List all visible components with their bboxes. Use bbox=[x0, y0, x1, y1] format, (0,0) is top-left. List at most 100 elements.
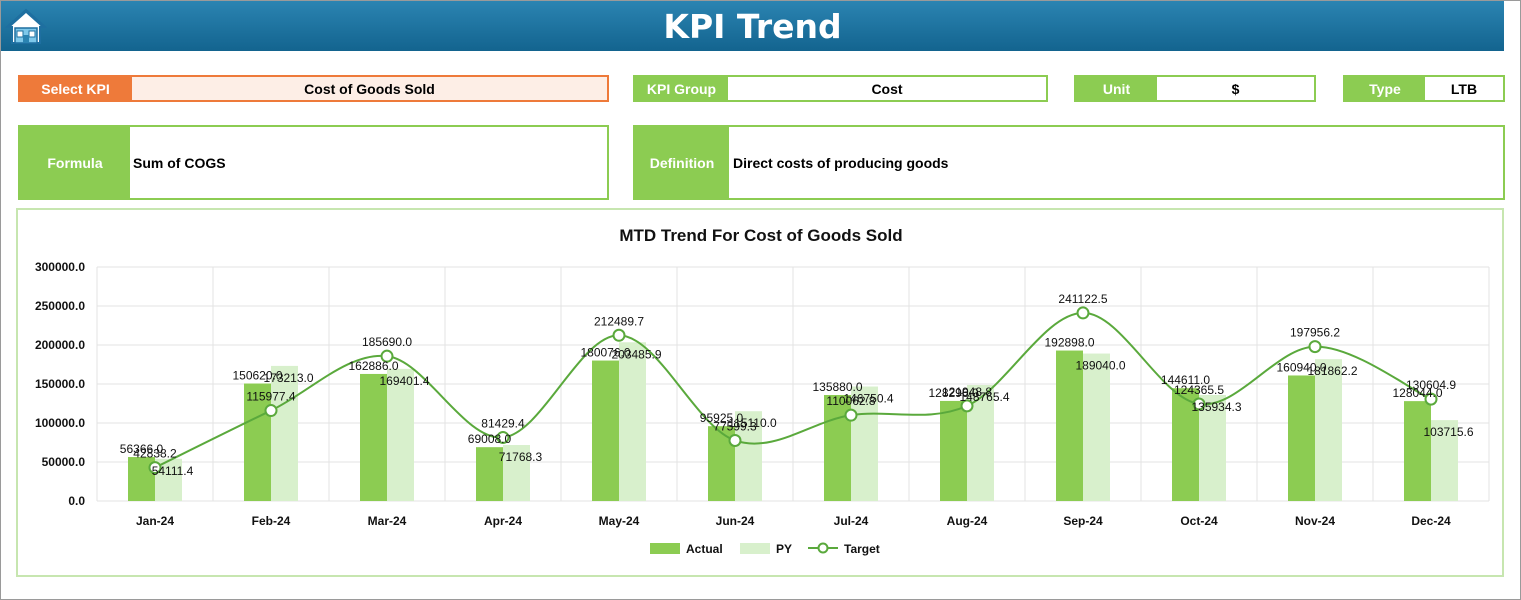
header-bar: KPI Trend bbox=[1, 1, 1504, 51]
actual-data-label: 162886.0 bbox=[348, 359, 398, 373]
x-tick-label: Nov-24 bbox=[1295, 514, 1335, 528]
mtd-trend-chart: MTD Trend For Cost of Goods Sold 0.0 50000… bbox=[35, 226, 1490, 556]
actual-data-label: 95925.0 bbox=[700, 411, 744, 425]
actual-data-label: 144611.0 bbox=[1161, 373, 1210, 387]
bar-py bbox=[387, 368, 414, 501]
actual-data-label: 56366.0 bbox=[120, 442, 164, 456]
legend-actual-swatch bbox=[650, 543, 680, 554]
chart-title: MTD Trend For Cost of Goods Sold bbox=[619, 226, 902, 245]
bar-py bbox=[1315, 359, 1342, 501]
py-data-label: 146750.4 bbox=[843, 392, 893, 406]
bar-actual bbox=[1288, 375, 1315, 501]
py-data-label: 189040.0 bbox=[1075, 359, 1125, 373]
definition-label: Definition bbox=[635, 127, 729, 198]
target-point bbox=[264, 404, 278, 418]
target-data-label: 81429.4 bbox=[481, 416, 525, 430]
target-point bbox=[1308, 340, 1322, 354]
target-point bbox=[148, 461, 162, 475]
actual-data-label: 128296.0 bbox=[928, 386, 978, 400]
formula-value: Sum of COGS bbox=[130, 127, 607, 198]
x-tick-label: Jun-24 bbox=[716, 514, 755, 528]
target-data-label: 115977.4 bbox=[246, 390, 295, 404]
x-tick-label: Jan-24 bbox=[136, 514, 174, 528]
legend-target-marker bbox=[817, 542, 829, 554]
x-tick-label: Apr-24 bbox=[484, 514, 522, 528]
legend-py-label: PY bbox=[776, 542, 792, 556]
bar-actual bbox=[592, 360, 619, 501]
bar-actual bbox=[940, 400, 967, 501]
py-data-label: 115110.0 bbox=[728, 416, 777, 430]
unit-value: $ bbox=[1157, 77, 1314, 100]
kpi-group-field: KPI Group Cost bbox=[633, 75, 1048, 102]
target-point bbox=[612, 328, 626, 342]
kpi-group-label: KPI Group bbox=[635, 77, 728, 100]
py-data-label: 135934.3 bbox=[1191, 400, 1241, 414]
home-icon[interactable] bbox=[4, 7, 48, 45]
target-data-label: 212489.7 bbox=[594, 314, 644, 328]
bar-py bbox=[1199, 394, 1226, 501]
x-tick-label: Dec-24 bbox=[1411, 514, 1451, 528]
select-kpi-label: Select KPI bbox=[20, 77, 131, 100]
definition-field: Definition Direct costs of producing goo… bbox=[633, 125, 1505, 200]
target-point bbox=[1192, 397, 1206, 411]
py-data-label: 169401.4 bbox=[379, 374, 429, 388]
target-data-label: 130604.9 bbox=[1406, 378, 1456, 392]
x-tick-label: Feb-24 bbox=[252, 514, 291, 528]
py-data-label: 103715.6 bbox=[1423, 425, 1473, 439]
page-title: KPI Trend bbox=[663, 7, 842, 46]
py-data-label: 173213.0 bbox=[263, 371, 313, 385]
select-kpi-dropdown[interactable]: Cost of Goods Sold bbox=[131, 77, 607, 100]
target-data-label: 110062.8 bbox=[826, 394, 875, 408]
type-label: Type bbox=[1345, 77, 1425, 100]
select-kpi-field: Select KPI Cost of Goods Sold bbox=[18, 75, 609, 102]
target-point bbox=[496, 430, 510, 444]
target-data-label: 197956.2 bbox=[1290, 326, 1340, 340]
bar-py bbox=[271, 365, 298, 501]
x-tick-label: May-24 bbox=[599, 514, 640, 528]
target-point bbox=[1424, 392, 1438, 406]
actual-data-label: 160940.0 bbox=[1276, 360, 1326, 374]
py-data-label: 148765.4 bbox=[959, 390, 1009, 404]
x-tick-label: Jul-24 bbox=[834, 514, 869, 528]
x-tick-label: Oct-24 bbox=[1180, 514, 1218, 528]
actual-data-label: 128044.0 bbox=[1392, 386, 1442, 400]
bar-actual bbox=[476, 447, 503, 501]
target-data-label: 185690.0 bbox=[362, 335, 412, 349]
bar-py bbox=[503, 445, 530, 501]
actual-data-label: 69008.0 bbox=[468, 432, 512, 446]
x-tick-label: Sep-24 bbox=[1063, 514, 1103, 528]
py-data-label: 71768.3 bbox=[499, 450, 543, 464]
target-data-label: 121948.8 bbox=[942, 385, 992, 399]
y-tick-label: 50000.0 bbox=[42, 455, 86, 469]
actual-data-label: 192898.0 bbox=[1044, 336, 1094, 350]
x-tick-label: Aug-24 bbox=[947, 514, 988, 528]
y-tick-label: 250000.0 bbox=[35, 299, 85, 313]
target-point bbox=[844, 408, 858, 422]
formula-field: Formula Sum of COGS bbox=[18, 125, 609, 200]
actual-data-label: 135880.0 bbox=[812, 380, 862, 394]
type-value: LTB bbox=[1425, 77, 1503, 100]
bar-py bbox=[851, 386, 878, 501]
actual-data-label: 180076.0 bbox=[580, 346, 630, 360]
unit-field: Unit $ bbox=[1074, 75, 1316, 102]
bar-actual bbox=[244, 383, 271, 501]
unit-label: Unit bbox=[1076, 77, 1157, 100]
bar-py bbox=[619, 342, 646, 501]
py-data-label: 181862.2 bbox=[1307, 364, 1357, 378]
actual-data-label: 150620.0 bbox=[232, 369, 282, 383]
target-point bbox=[380, 349, 394, 363]
type-field: Type LTB bbox=[1343, 75, 1505, 102]
definition-value: Direct costs of producing goods bbox=[729, 127, 1503, 198]
bar-py bbox=[1083, 353, 1110, 501]
x-tick-label: Mar-24 bbox=[368, 514, 407, 528]
kpi-group-value: Cost bbox=[728, 77, 1046, 100]
target-point bbox=[1076, 306, 1090, 320]
y-tick-label: 200000.0 bbox=[35, 338, 85, 352]
legend-target-label: Target bbox=[844, 542, 880, 556]
legend-actual-label: Actual bbox=[686, 542, 723, 556]
target-point bbox=[960, 399, 974, 413]
target-point bbox=[728, 433, 742, 447]
target-data-label: 77599.3 bbox=[713, 419, 757, 433]
py-data-label: 54111.4 bbox=[152, 464, 194, 478]
y-tick-label: 150000.0 bbox=[35, 377, 85, 391]
